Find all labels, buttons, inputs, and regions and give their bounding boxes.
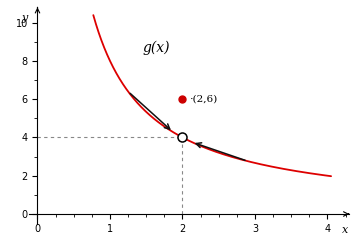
Text: x: x — [342, 226, 349, 235]
Text: g(x): g(x) — [143, 40, 170, 55]
Text: ⋅(2,6): ⋅(2,6) — [190, 95, 218, 104]
Text: y: y — [21, 13, 28, 23]
